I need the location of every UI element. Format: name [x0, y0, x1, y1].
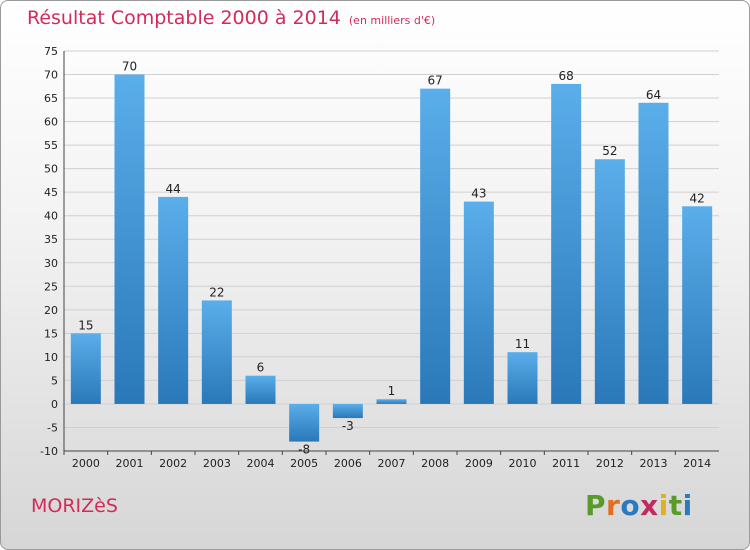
y-tick-label: -10	[40, 445, 58, 458]
bars	[70, 74, 713, 442]
y-tick-label: 60	[44, 116, 58, 129]
y-tick-label: 25	[44, 280, 58, 293]
x-tick-label: 2012	[596, 457, 624, 470]
x-tick-label: 2002	[159, 457, 187, 470]
x-axis-labels: 2000 2001 2002 2003 2004 2005 2006 2007 2008 2009…	[72, 457, 711, 470]
value-label: 42	[690, 191, 705, 205]
bar-2007	[376, 399, 407, 404]
bar-2003	[201, 300, 232, 404]
x-tick-label: 2014	[683, 457, 711, 470]
y-tick-label: 75	[44, 45, 58, 58]
value-label: 11	[515, 337, 530, 351]
value-labels: 15 70 44 22 6 -8 -3 1 67 43 11 68 52 64 42	[78, 60, 705, 457]
bar-2005	[289, 403, 320, 442]
bar-2011	[551, 83, 582, 404]
y-axis-labels: -10 -5 0 5 10 15 20 25 30 35 40 45 50 55 60 65 70 75	[40, 45, 58, 458]
value-label: 44	[166, 182, 181, 196]
y-tick-label: 45	[44, 186, 58, 199]
x-tick-label: 2006	[334, 457, 362, 470]
value-label: 1	[388, 384, 396, 398]
x-tick-label: 2004	[247, 457, 275, 470]
bar-2014	[682, 206, 713, 404]
y-tick-label: 15	[44, 327, 58, 340]
logo-letter: P	[585, 489, 607, 522]
x-tick-label: 2003	[203, 457, 231, 470]
value-label: 64	[646, 88, 661, 102]
bar-2009	[463, 201, 494, 404]
x-tick-label: 2001	[116, 457, 144, 470]
y-tick-label: 5	[51, 374, 58, 387]
bar-2010	[507, 352, 538, 404]
y-tick-label: 70	[44, 69, 58, 82]
x-tick-label: 2010	[509, 457, 537, 470]
commune-name: MORIZèS	[31, 495, 118, 517]
logo-letter: i	[682, 489, 693, 522]
bar-2002	[158, 196, 189, 404]
logo-letter: x	[640, 489, 659, 522]
value-label: 22	[209, 285, 224, 299]
logo-letter: o	[620, 489, 641, 522]
logo-letter: r	[606, 489, 621, 522]
value-label: 70	[122, 60, 137, 74]
x-tick-label: 2000	[72, 457, 100, 470]
proxiti-logo: Proxiti	[585, 489, 693, 522]
bar-2013	[638, 102, 669, 404]
value-label: 52	[602, 144, 617, 158]
bar-2008	[420, 88, 451, 404]
unit-note: (en milliers d'€)	[348, 14, 436, 27]
y-tick-label: 30	[44, 257, 58, 270]
y-tick-label: 50	[44, 163, 58, 176]
x-tick-label: 2008	[421, 457, 449, 470]
x-tick-label: 2007	[378, 457, 406, 470]
logo-letter: t	[668, 489, 683, 522]
value-label: 67	[428, 74, 443, 88]
y-tick-label: 65	[44, 92, 58, 105]
bar-2004	[245, 375, 276, 404]
title-text: Résultat Comptable 2000 à 2014	[27, 7, 341, 29]
value-label: 43	[471, 187, 486, 201]
chart-title: Résultat Comptable 2000 à 2014 (en millie…	[27, 7, 435, 29]
value-label: 6	[257, 361, 265, 375]
y-tick-label: 55	[44, 139, 58, 152]
y-tick-label: 10	[44, 351, 58, 364]
value-label: -8	[298, 443, 310, 457]
y-tick-label: 20	[44, 304, 58, 317]
bar-2001	[114, 74, 145, 404]
value-label: 15	[78, 318, 93, 332]
value-label: 68	[559, 69, 574, 83]
y-tick-label: 0	[51, 398, 58, 411]
y-tick-label: 35	[44, 233, 58, 246]
bar-2012	[594, 159, 625, 404]
x-tick-label: 2009	[465, 457, 493, 470]
y-tick-label: -5	[47, 421, 58, 434]
x-tick-label: 2011	[552, 457, 580, 470]
axes	[63, 51, 719, 455]
y-tick-label: 40	[44, 210, 58, 223]
x-tick-label: 2013	[640, 457, 668, 470]
logo-letter: i	[658, 489, 669, 522]
value-label: -3	[342, 419, 354, 433]
x-tick-label: 2005	[290, 457, 318, 470]
bar-2000	[70, 333, 101, 404]
bar-2006	[332, 403, 363, 419]
